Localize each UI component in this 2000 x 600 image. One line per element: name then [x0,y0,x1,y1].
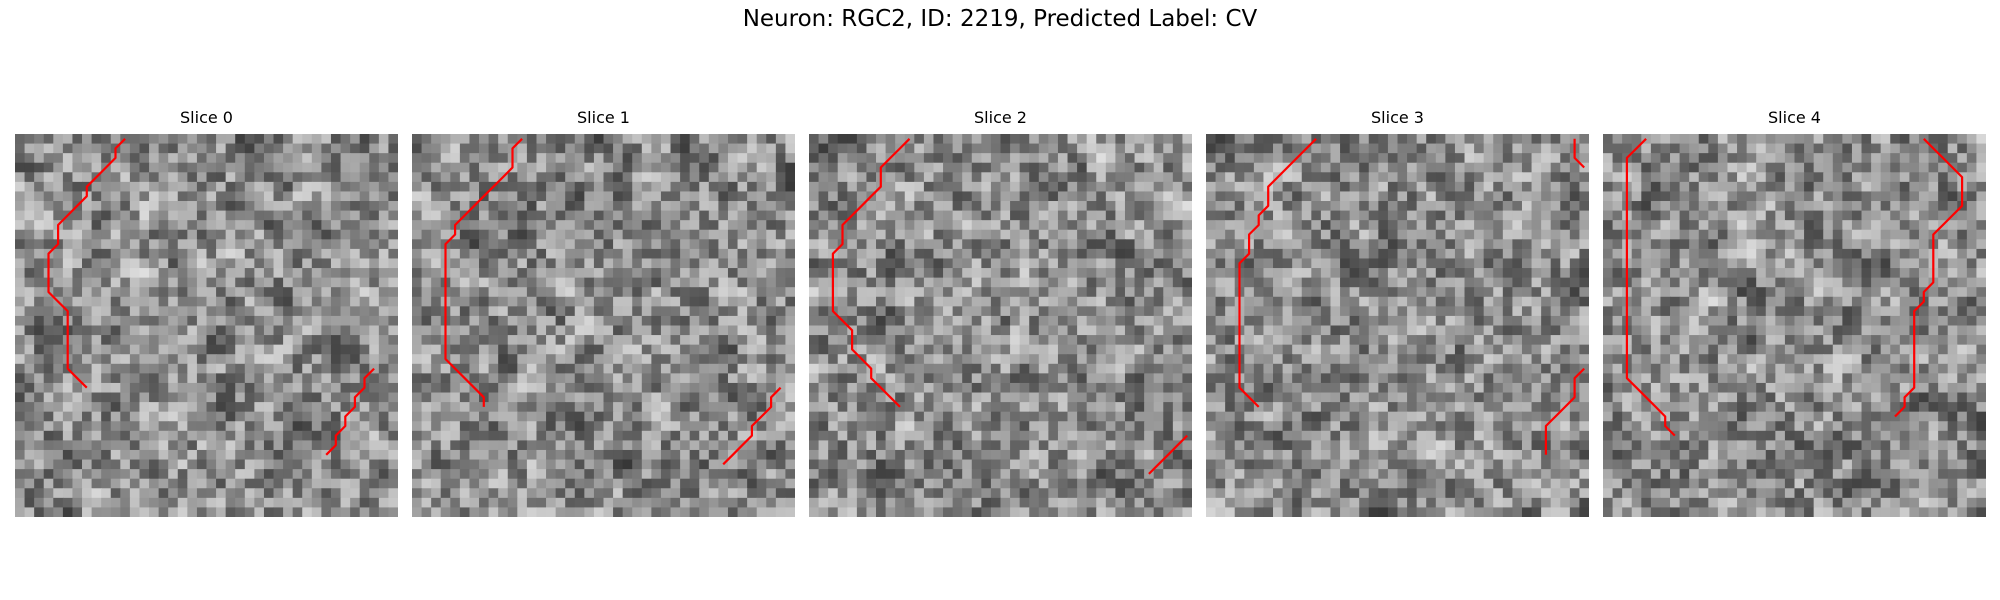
contour-line [722,386,782,466]
slice-image [1603,134,1986,517]
contour-line [47,138,126,389]
pixel-grid [412,134,795,517]
figure-title: Neuron: RGC2, ID: 2219, Predicted Label:… [742,6,1258,32]
slice-image [809,134,1192,517]
slice-image [1206,134,1589,517]
pixel-grid [1206,134,1589,517]
slice-title: Slice 3 [1371,108,1424,127]
pixel-grid [1603,134,1986,517]
slice-title: Slice 2 [974,108,1027,127]
contour-line [1238,138,1317,408]
contour-line [1573,138,1585,169]
contour-line [1625,138,1676,437]
contour-line [444,138,523,407]
contour-line [325,367,375,456]
contour-line [1544,367,1585,455]
slice-title: Slice 1 [577,108,630,127]
contour-line [831,138,911,408]
contour-line [1148,434,1188,475]
slice-image [412,134,795,517]
slice-image [15,134,398,517]
pixel-grid [15,134,398,517]
pixel-grid [809,134,1192,517]
contour-line [1894,138,1964,418]
slice-title: Slice 4 [1768,108,1821,127]
slice-title: Slice 0 [180,108,233,127]
